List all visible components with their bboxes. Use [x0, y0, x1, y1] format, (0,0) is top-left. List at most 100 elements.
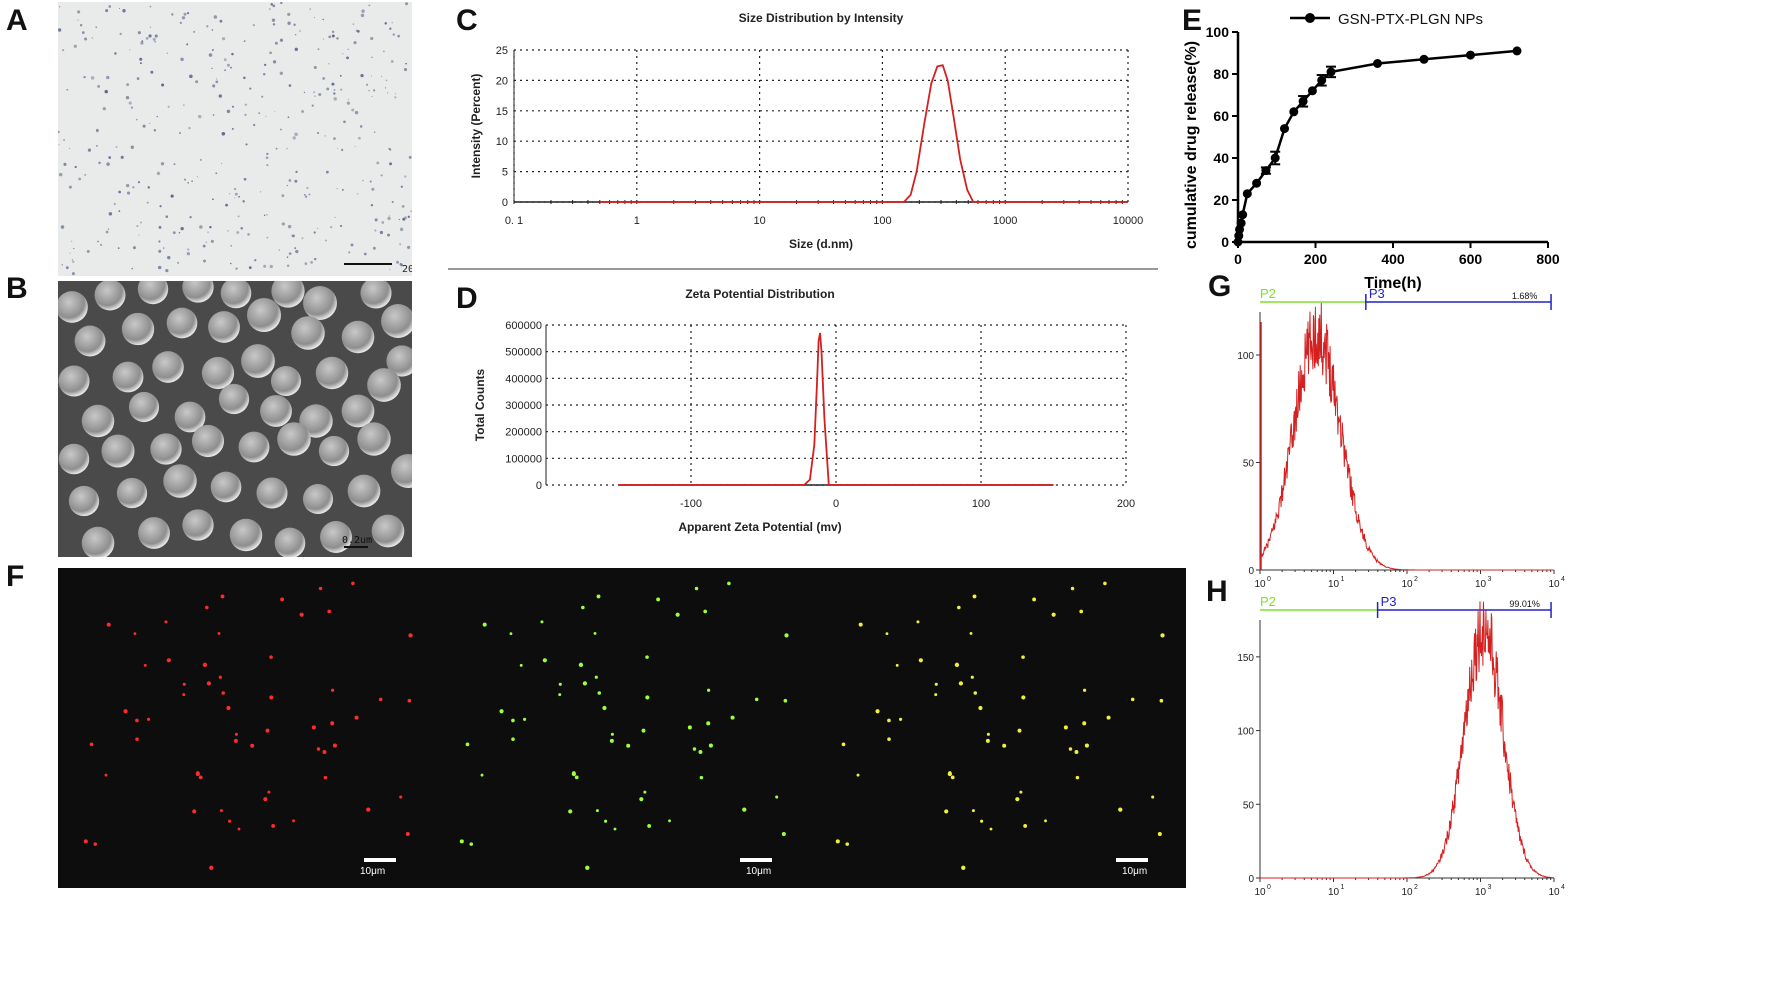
fluorescent-dot: [511, 737, 515, 741]
fluorescent-dot: [147, 717, 151, 721]
nanoparticle: [128, 391, 160, 423]
fluorescent-dot: [292, 819, 295, 823]
particle-dot: [350, 243, 354, 247]
particle-dot: [234, 197, 236, 199]
fluorescent-dot: [378, 697, 383, 702]
particle-dot: [78, 177, 82, 181]
particle-dot: [97, 240, 99, 243]
chart-h-x-tick-exponent: 0: [1267, 884, 1271, 891]
chart-e-y-label: cumulative drug release(%): [1183, 41, 1200, 249]
particle-dot: [373, 89, 376, 92]
particle-dot: [308, 193, 311, 196]
fluorescent-dot: [950, 775, 955, 780]
particle-dot: [199, 225, 203, 229]
nanoparticle: [341, 320, 375, 354]
fluorescent-dot: [299, 612, 304, 617]
chart-h-histogram: [1260, 601, 1554, 879]
particle-dot: [272, 23, 276, 26]
nanoparticle: [112, 361, 144, 393]
fluorescent-dot: [1130, 697, 1135, 702]
fluorescent-dot: [609, 738, 614, 743]
chart-d-x-label: Apparent Zeta Potential (mv): [678, 520, 841, 534]
fluorescent-dot: [1106, 715, 1111, 720]
particle-dot: [384, 22, 388, 25]
particle-dot: [288, 179, 292, 182]
particle-dot: [391, 21, 393, 24]
particle-dot: [333, 92, 336, 95]
panel-a-scale-label: 20um: [402, 264, 412, 275]
particle-dot: [279, 71, 284, 76]
chart-h-x-tick-label: 10: [1401, 887, 1413, 898]
particle-dot: [368, 89, 370, 92]
particle-dot: [389, 268, 391, 270]
particle-dot: [140, 221, 143, 224]
nanoparticle: [58, 443, 90, 475]
particle-dot: [306, 187, 309, 190]
panel-label-c: C: [456, 4, 478, 37]
particle-dot: [154, 40, 157, 43]
fluorescent-dot: [585, 865, 590, 870]
particle-dot: [313, 91, 315, 93]
chart-e-legend-label: GSN-PTX-PLGN NPs: [1338, 11, 1483, 28]
chart-e-data-point: [1242, 189, 1252, 199]
particle-dot: [205, 241, 207, 243]
particle-dot: [63, 138, 66, 141]
particle-dot: [370, 204, 374, 207]
particle-dot: [280, 128, 282, 131]
particle-dot: [231, 127, 234, 130]
particle-dot: [357, 30, 360, 33]
particle-dot: [287, 224, 292, 229]
fluorescent-dot: [482, 622, 487, 627]
nanoparticle: [218, 383, 250, 415]
particle-dot: [339, 74, 342, 77]
particle-dot: [269, 51, 272, 55]
fluorescent-dot: [93, 842, 98, 846]
particle-dot: [146, 201, 149, 204]
particle-dot: [286, 256, 289, 258]
particle-dot: [287, 116, 290, 119]
particle-dot: [95, 128, 99, 132]
particle-dot: [126, 191, 131, 195]
particle-dot: [213, 15, 218, 19]
fluorescent-dot: [465, 742, 470, 747]
particle-dot: [399, 227, 404, 232]
particle-dot: [371, 187, 375, 191]
particle-dot: [405, 2, 409, 6]
particle-dot: [403, 216, 407, 220]
nanoparticle: [303, 286, 337, 320]
chart-d-title: Zeta Potential Distribution: [685, 287, 834, 301]
fluorescent-dot: [1084, 743, 1089, 748]
particle-dot: [387, 233, 390, 237]
chart-d-y-tick-label: 0: [536, 480, 542, 492]
particle-dot: [167, 255, 171, 260]
fluorescent-dot: [1074, 749, 1079, 754]
particle-dot: [130, 106, 134, 109]
fluorescent-dot: [742, 807, 747, 812]
chart-e-data-point: [1512, 46, 1522, 56]
fluorescent-dot: [323, 775, 328, 780]
fluorescent-dot: [708, 743, 713, 748]
particle-dot: [244, 113, 247, 116]
fluorescent-dot: [1015, 797, 1020, 802]
particle-dot: [263, 264, 267, 268]
particle-dot: [371, 56, 373, 58]
chart-e-data-point: [1373, 59, 1382, 68]
chart-g-gate-label-p2: P2: [1260, 286, 1276, 301]
chart-e-y-tick-label: 40: [1213, 150, 1229, 166]
particle-dot: [291, 234, 294, 237]
fluorescent-dot: [408, 633, 413, 638]
panel-a-image: [58, 2, 412, 276]
chart-d-x-tick-label: 200: [1117, 498, 1135, 510]
particle-dot: [368, 4, 371, 7]
fluorescent-dot: [219, 809, 223, 813]
particle-dot: [231, 105, 234, 108]
fluorescent-dot: [1002, 743, 1007, 748]
particle-dot: [95, 26, 98, 28]
particle-dot: [343, 120, 346, 124]
nanoparticle: [174, 401, 206, 433]
chart-e-y-tick-label: 20: [1213, 192, 1229, 208]
fluorescent-dot: [887, 718, 891, 723]
nanoparticle: [386, 345, 412, 377]
chart-e-y-tick-label: 80: [1213, 66, 1229, 82]
particle-dot: [195, 80, 199, 84]
